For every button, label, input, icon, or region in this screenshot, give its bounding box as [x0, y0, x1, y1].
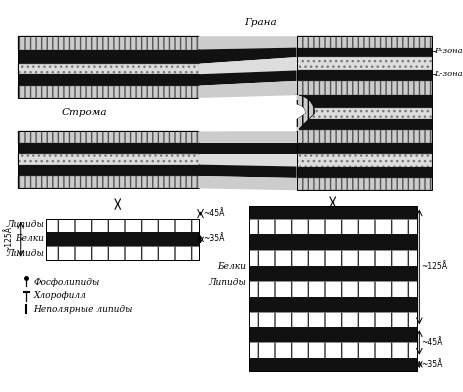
- Bar: [18, 154, 198, 165]
- Text: ~45Å: ~45Å: [203, 209, 224, 218]
- Bar: [249, 297, 417, 312]
- Text: Белки: Белки: [16, 234, 44, 243]
- Bar: [296, 178, 431, 190]
- Text: Р-зона: Р-зона: [434, 47, 462, 55]
- Bar: [18, 165, 198, 176]
- Bar: [18, 74, 198, 85]
- Bar: [249, 358, 417, 371]
- Bar: [296, 154, 431, 167]
- Text: Неполярные липиды: Неполярные липиды: [33, 305, 132, 314]
- Text: Липиды: Липиды: [208, 278, 246, 287]
- Bar: [249, 281, 417, 297]
- Bar: [296, 36, 431, 190]
- Bar: [296, 131, 431, 143]
- Polygon shape: [278, 95, 314, 131]
- Bar: [18, 143, 198, 154]
- Polygon shape: [198, 131, 296, 143]
- Text: L-зона: L-зона: [434, 70, 462, 78]
- Bar: [249, 234, 417, 250]
- Polygon shape: [198, 71, 296, 85]
- Polygon shape: [198, 81, 296, 98]
- Bar: [46, 219, 198, 232]
- Text: Белки: Белки: [217, 262, 246, 271]
- Polygon shape: [198, 57, 296, 74]
- Bar: [18, 131, 198, 143]
- Text: ~45Å: ~45Å: [420, 338, 442, 347]
- Bar: [18, 85, 198, 98]
- Polygon shape: [198, 176, 296, 190]
- Polygon shape: [198, 143, 296, 154]
- Bar: [18, 131, 198, 189]
- Bar: [249, 267, 417, 281]
- Bar: [296, 119, 431, 131]
- Bar: [249, 250, 417, 267]
- Bar: [296, 47, 431, 57]
- Text: Строма: Строма: [62, 108, 107, 117]
- Bar: [296, 36, 431, 47]
- Bar: [18, 176, 198, 189]
- Bar: [18, 64, 198, 74]
- Polygon shape: [198, 165, 296, 178]
- Bar: [18, 49, 198, 64]
- Bar: [296, 167, 431, 178]
- Text: ~125Å: ~125Å: [4, 226, 13, 252]
- Bar: [249, 207, 417, 371]
- Bar: [249, 312, 417, 327]
- Bar: [249, 327, 417, 343]
- Polygon shape: [198, 36, 296, 49]
- Bar: [249, 207, 417, 219]
- Bar: [296, 107, 431, 119]
- Polygon shape: [198, 154, 296, 167]
- Bar: [198, 95, 298, 100]
- Bar: [249, 343, 417, 358]
- Text: Фосфолипиды: Фосфолипиды: [33, 278, 99, 287]
- Bar: [296, 71, 431, 81]
- Text: ~35Å: ~35Å: [203, 234, 224, 243]
- Bar: [18, 36, 198, 49]
- Text: Грана: Грана: [244, 18, 276, 27]
- Text: Липиды: Липиды: [6, 220, 44, 229]
- Bar: [46, 219, 198, 260]
- Text: ~125Å: ~125Å: [420, 262, 446, 271]
- Bar: [249, 219, 417, 234]
- Bar: [198, 127, 298, 131]
- Text: Хлорофилл: Хлорофилл: [33, 291, 86, 300]
- Bar: [296, 143, 431, 154]
- Bar: [296, 57, 431, 71]
- Bar: [46, 247, 198, 260]
- Bar: [296, 81, 431, 95]
- Bar: [46, 232, 198, 247]
- Text: ~35Å: ~35Å: [420, 360, 442, 369]
- Polygon shape: [198, 47, 296, 64]
- Polygon shape: [198, 95, 305, 131]
- Text: Липиды: Липиды: [6, 249, 44, 258]
- Bar: [296, 95, 431, 107]
- Bar: [18, 36, 198, 98]
